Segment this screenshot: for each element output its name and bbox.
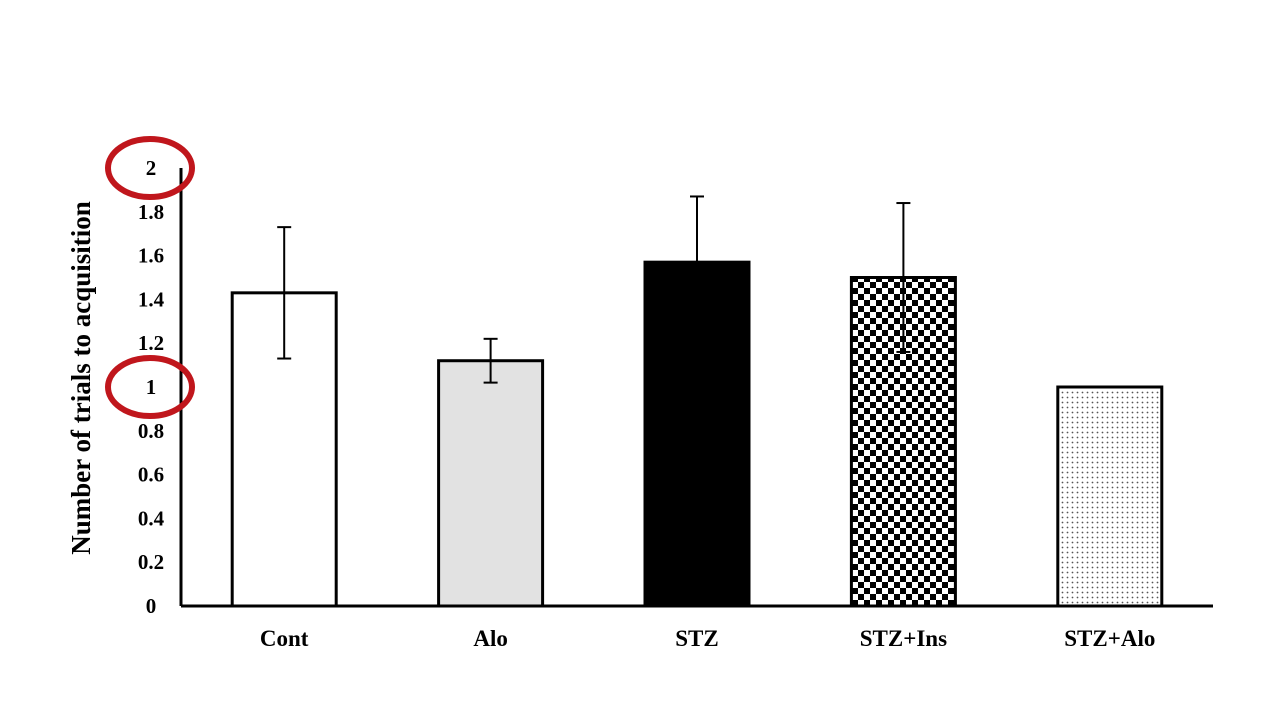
y-tick-label: 1.4 [138,287,165,311]
y-tick-label: 0 [146,594,157,618]
x-category-labels: Cont Alo STZ STZ+Ins STZ+Alo [260,626,1155,651]
y-tick-label: 0.2 [138,550,164,574]
y-tick-labels: 0 0.2 0.4 0.6 0.8 1 1.2 1.4 1.6 1.8 2 [138,156,165,618]
y-tick-label: 0.6 [138,463,164,487]
y-tick-label: 1.2 [138,331,164,355]
x-tick-label-stz: STZ [675,626,718,651]
bar-alo [437,359,545,608]
y-tick-label: 1 [146,375,157,399]
y-tick-label: 0.4 [138,506,165,530]
y-tick-label: 1.6 [138,244,164,268]
annotation-layer [105,136,195,419]
y-tick-label: 1.8 [138,200,164,224]
error-bar-stz-ins [896,202,911,353]
x-tick-label-stz-alo: STZ+Alo [1064,626,1155,651]
plot-area [230,195,1164,608]
highlight-circle-2 [105,136,195,200]
x-tick-label-stz-ins: STZ+Ins [860,626,947,651]
y-axis-title: Number of trials to acquisition [66,201,96,555]
x-tick-label-cont: Cont [260,626,309,651]
x-tick-label-alo: Alo [473,626,508,651]
error-bar-stz [690,195,704,329]
y-tick-label: 0.8 [138,419,164,443]
error-bar-alo [483,337,498,384]
bar-stz-alo [1056,385,1164,608]
highlight-circle-1 [105,355,195,419]
y-tick-label: 2 [146,156,157,180]
error-bar-cont [277,226,292,360]
